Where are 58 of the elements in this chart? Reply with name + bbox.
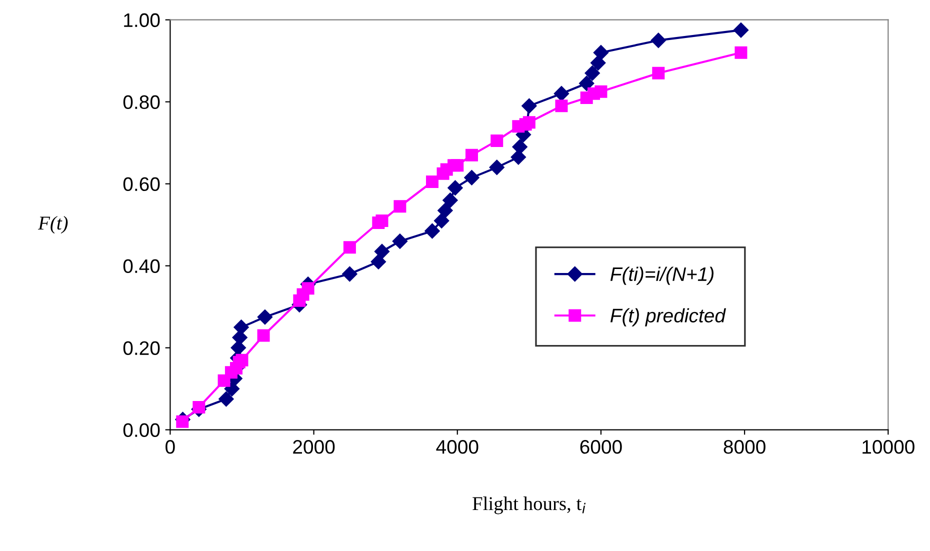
y-tick-label: 0.40 [123,259,160,274]
point [424,223,440,239]
y-tick-label: 0.00 [123,423,160,438]
point [522,116,536,129]
point [442,192,458,208]
point [593,45,609,60]
x-tick-label: 2000 [293,440,335,454]
x-tick-label: 8000 [724,440,766,454]
y-tick-label: 0.60 [123,177,160,192]
point [438,202,453,218]
point [554,86,570,102]
point [652,66,665,80]
point [579,76,594,91]
y-tick-label: 0.20 [123,341,160,356]
x-tick-label: 6000 [580,440,622,454]
x-tick-label: 10000 [862,440,914,454]
point [236,354,248,366]
point [650,32,666,48]
point [464,170,480,186]
y-tick-label: 1.00 [124,13,160,28]
point [176,415,189,428]
point [512,139,528,154]
point [489,160,504,175]
point [590,55,606,70]
point [734,46,748,59]
point [376,214,388,227]
point [392,234,408,249]
point [490,134,504,148]
point [584,66,600,81]
point [451,159,464,172]
y-tick-label: 0.80 [123,95,160,110]
point [465,148,478,162]
point [218,391,234,407]
x-tick-label: 4000 [436,440,478,454]
point [192,400,206,414]
point [733,22,749,38]
point [257,329,270,342]
point [302,282,314,295]
point [374,244,390,260]
point [594,85,608,98]
point [257,309,273,325]
point [434,213,450,228]
point [232,330,248,346]
point [342,266,358,282]
x-tick-label: 0 [166,440,175,454]
legend-label: F(t) predicted [610,308,726,326]
point [343,241,356,254]
point [234,320,249,335]
point [394,200,406,213]
point [426,176,438,188]
legend-label: F(ti)=i/(N+1) [610,266,714,285]
point [510,150,526,165]
point [522,98,537,114]
point [370,254,386,270]
point [448,180,463,196]
point [555,100,568,112]
y-axis-title: F(t) [38,216,68,234]
x-axis-title: Flight hours, t$_{i}$ [472,496,586,514]
